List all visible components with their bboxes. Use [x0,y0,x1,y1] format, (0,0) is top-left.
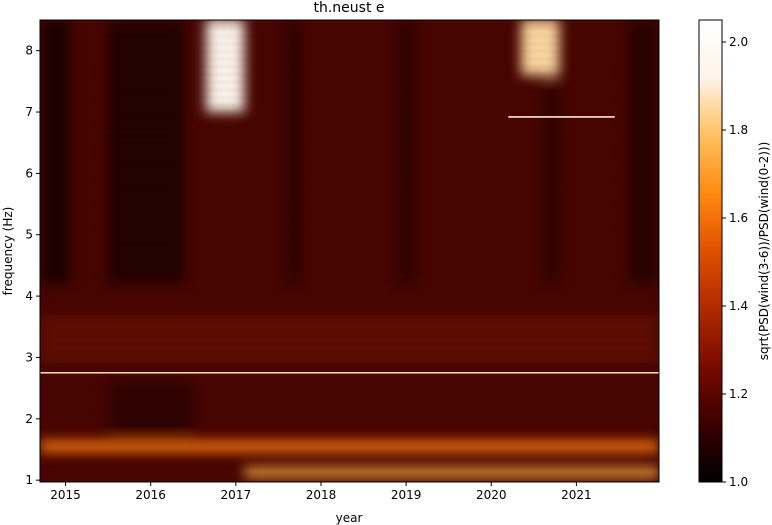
y-tick-label: 4 [25,289,33,303]
colorbar-label: sqrt(PSD(wind(3-6))/PSD(wind(0-2))) [757,142,771,361]
heatmap-region-0 [206,20,245,113]
x-tick-label: 2021 [561,488,592,502]
heatmap-region-1 [521,20,560,76]
colorbar-gradient [698,19,723,483]
plot-frame [39,19,660,483]
x-tick-label: 2017 [221,488,252,502]
x-axis-label: year [336,511,363,525]
colorbar: 1.0 1.2 1.4 1.6 1.8 2.0 [698,19,748,489]
x-tick-label: 2015 [50,488,81,502]
y-axis: 1 2 3 4 5 6 7 8 [25,44,40,487]
y-axis-label: frequency (Hz) [1,207,15,296]
heatmap-line-0 [40,371,659,374]
colorbar-tick-label: 1.6 [729,211,748,225]
colorbar-tick-label: 1.4 [729,299,748,313]
y-tick-label: 5 [25,228,33,242]
x-axis: 2015 2016 2017 2018 2019 2020 2021 [50,482,592,502]
x-tick-label: 2016 [135,488,166,502]
x-tick-label: 2018 [306,488,337,502]
y-tick-label: 8 [25,44,33,58]
heatmap-area [40,20,659,482]
y-tick-label: 7 [25,105,33,119]
heatmap-line-1 [508,116,615,118]
x-tick-label: 2020 [476,488,507,502]
y-tick-label: 3 [25,350,33,364]
chart-title: th.neust e [313,0,384,16]
x-tick-label: 2019 [391,488,422,502]
colorbar-tick-label: 1.2 [729,387,748,401]
heatmap-region-3 [40,440,659,453]
heatmap-region-2 [244,467,659,478]
y-tick-label: 1 [25,473,33,487]
colorbar-tick-label: 1.8 [729,123,748,137]
y-tick-label: 2 [25,412,33,426]
y-tick-label: 6 [25,166,33,180]
colorbar-tick-label: 2.0 [729,35,748,49]
colorbar-tick-label: 1.0 [729,475,748,489]
